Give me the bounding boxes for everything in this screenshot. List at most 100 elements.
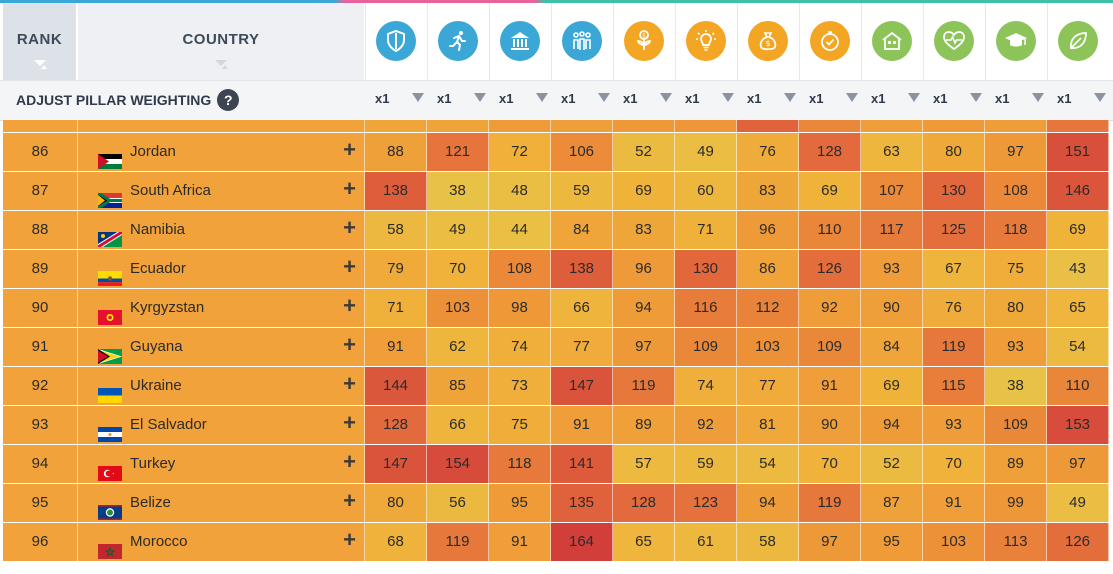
pillar-score-cell: 96: [737, 211, 799, 249]
pillar-header-3[interactable]: [489, 3, 551, 80]
country-cell[interactable]: Belize +: [78, 484, 365, 522]
country-name[interactable]: Namibia: [130, 221, 186, 238]
country-name[interactable]: Kyrgyzstan: [130, 299, 205, 316]
pillar-header-1[interactable]: [365, 3, 427, 80]
dropdown-arrow-icon[interactable]: [846, 93, 858, 102]
table-row[interactable]: 87 South Africa +138 38 48 59 69 60 83 69 107 130 10…: [0, 172, 1113, 210]
pillar-score-cell: 52: [613, 133, 675, 171]
people-group-icon[interactable]: [562, 21, 602, 61]
leaf-icon[interactable]: [1058, 21, 1098, 61]
pillar-header-10[interactable]: [923, 3, 985, 80]
table-row[interactable]: 93 El Salvador +128 66 75 91 89 92 81 90 94 93 109 15…: [0, 406, 1113, 444]
sort-arrows-icon[interactable]: [213, 58, 229, 70]
help-icon[interactable]: ?: [217, 89, 240, 111]
expand-plus-icon[interactable]: +: [343, 215, 356, 240]
shield-icon[interactable]: [376, 21, 416, 61]
dropdown-arrow-icon[interactable]: [474, 93, 486, 102]
country-cell[interactable]: Namibia +: [78, 211, 365, 250]
money-plant-icon[interactable]: $: [624, 21, 664, 61]
pillar-score-cell: 95: [861, 523, 923, 561]
dropdown-arrow-icon[interactable]: [784, 93, 796, 102]
dropdown-arrow-icon[interactable]: [660, 93, 672, 102]
pillar-score-cell: 110: [799, 211, 861, 249]
table-row[interactable]: 95 Belize +80 56 95 135 128 123 94 119 87 91 99 49: [0, 484, 1113, 522]
dropdown-arrow-icon[interactable]: [722, 93, 734, 102]
country-cell[interactable]: Ecuador +: [78, 250, 365, 288]
pillar-header-8[interactable]: [799, 3, 861, 80]
pillar-header-7[interactable]: $: [737, 3, 799, 80]
expand-plus-icon[interactable]: +: [343, 293, 356, 318]
country-cell[interactable]: Ukraine +: [78, 367, 365, 405]
expand-plus-icon[interactable]: +: [343, 176, 356, 201]
dropdown-arrow-icon[interactable]: [1094, 93, 1106, 102]
pillar-score-cell: 65: [1047, 289, 1109, 327]
row-divider: [0, 249, 1113, 250]
pillar-score-cell: 52: [861, 445, 923, 483]
country-name[interactable]: Morocco: [130, 533, 188, 550]
runner-icon[interactable]: [438, 21, 478, 61]
turkey-flag-icon: [98, 458, 122, 481]
expand-plus-icon[interactable]: +: [343, 332, 356, 357]
pillar-score-cell: 103: [737, 328, 799, 366]
money-bag-icon[interactable]: $: [748, 21, 788, 61]
dropdown-arrow-icon[interactable]: [598, 93, 610, 102]
dropdown-arrow-icon[interactable]: [412, 93, 424, 102]
country-cell[interactable]: South Africa +: [78, 172, 365, 210]
heartbeat-icon[interactable]: [934, 21, 974, 61]
country-cell[interactable]: Jordan +: [78, 133, 365, 171]
pillar-score-cell: 96: [613, 250, 675, 288]
country-name[interactable]: Ukraine: [130, 377, 182, 394]
pillar-score-cell: 66: [551, 289, 613, 327]
expand-plus-icon[interactable]: +: [343, 527, 356, 552]
sort-arrows-icon[interactable]: [32, 58, 48, 70]
country-cell[interactable]: El Salvador +: [78, 406, 365, 444]
pillar-header-6[interactable]: [675, 3, 737, 80]
expand-plus-icon[interactable]: +: [343, 488, 356, 513]
country-name[interactable]: Belize: [130, 494, 171, 511]
dropdown-arrow-icon[interactable]: [1032, 93, 1044, 102]
country-name[interactable]: Jordan: [130, 143, 176, 160]
country-name[interactable]: Ecuador: [130, 260, 186, 277]
weight-value: x1: [747, 91, 762, 106]
expand-plus-icon[interactable]: +: [343, 137, 356, 162]
country-name[interactable]: Guyana: [130, 338, 183, 355]
expand-plus-icon[interactable]: +: [343, 410, 356, 435]
pillar-header-11[interactable]: [985, 3, 1047, 80]
graduation-cap-icon[interactable]: [996, 21, 1036, 61]
country-cell[interactable]: Guyana +: [78, 328, 365, 366]
house-icon[interactable]: [872, 21, 912, 61]
dropdown-arrow-icon[interactable]: [970, 93, 982, 102]
expand-plus-icon[interactable]: +: [343, 449, 356, 474]
country-header[interactable]: COUNTRY: [78, 3, 364, 80]
ecuador-flag-icon: [98, 263, 122, 286]
dropdown-arrow-icon[interactable]: [908, 93, 920, 102]
pillar-header-2[interactable]: [427, 3, 489, 80]
government-building-icon[interactable]: [500, 21, 540, 61]
pillar-header-4[interactable]: [551, 3, 613, 80]
table-row[interactable]: 91 Guyana +91 62 74 77 97 109 103 109 84 119 93 54: [0, 328, 1113, 366]
country-name[interactable]: El Salvador: [130, 416, 207, 433]
country-cell[interactable]: Morocco +: [78, 523, 365, 561]
stopwatch-coin-icon[interactable]: [810, 21, 850, 61]
country-name[interactable]: South Africa: [130, 182, 211, 199]
table-row[interactable]: 86 Jordan +88 121 72 106 52 49 76 128 63 80 97 151: [0, 133, 1113, 171]
expand-plus-icon[interactable]: +: [343, 371, 356, 396]
morocco-flag-icon: [98, 536, 122, 559]
pillar-header-12[interactable]: [1047, 3, 1109, 80]
pillar-header-5[interactable]: $: [613, 3, 675, 80]
table-row[interactable]: 94 Turkey +147 154 118 141 57 59 54 70 52 70 89 97: [0, 445, 1113, 483]
pillar-header-9[interactable]: [861, 3, 923, 80]
country-name[interactable]: Turkey: [130, 455, 176, 472]
table-row[interactable]: 92 Ukraine +144 85 73 147 119 74 77 91 69 115 38 110: [0, 367, 1113, 405]
country-cell[interactable]: Kyrgyzstan +: [78, 289, 365, 327]
table-row[interactable]: 89 Ecuador +79 70 108 138 96 130 86 126 93 67 75 43: [0, 250, 1113, 288]
lightbulb-icon[interactable]: [686, 21, 726, 61]
dropdown-arrow-icon[interactable]: [536, 93, 548, 102]
country-cell[interactable]: Turkey +: [78, 445, 365, 483]
expand-plus-icon[interactable]: +: [343, 254, 356, 279]
table-row[interactable]: 88 Namibia +58 49 44 84 83 71 96 110 117 125 118 69: [0, 211, 1113, 250]
table-row[interactable]: 90 Kyrgyzstan +71 103 98 66 94 116 112 92 90 76 80 65: [0, 289, 1113, 327]
pillar-score-cell: 69: [861, 367, 923, 405]
table-row[interactable]: 96 Morocco +68 119 91 164 65 61 58 97 95 103 113 126: [0, 523, 1113, 561]
rank-header[interactable]: RANK: [3, 3, 76, 80]
